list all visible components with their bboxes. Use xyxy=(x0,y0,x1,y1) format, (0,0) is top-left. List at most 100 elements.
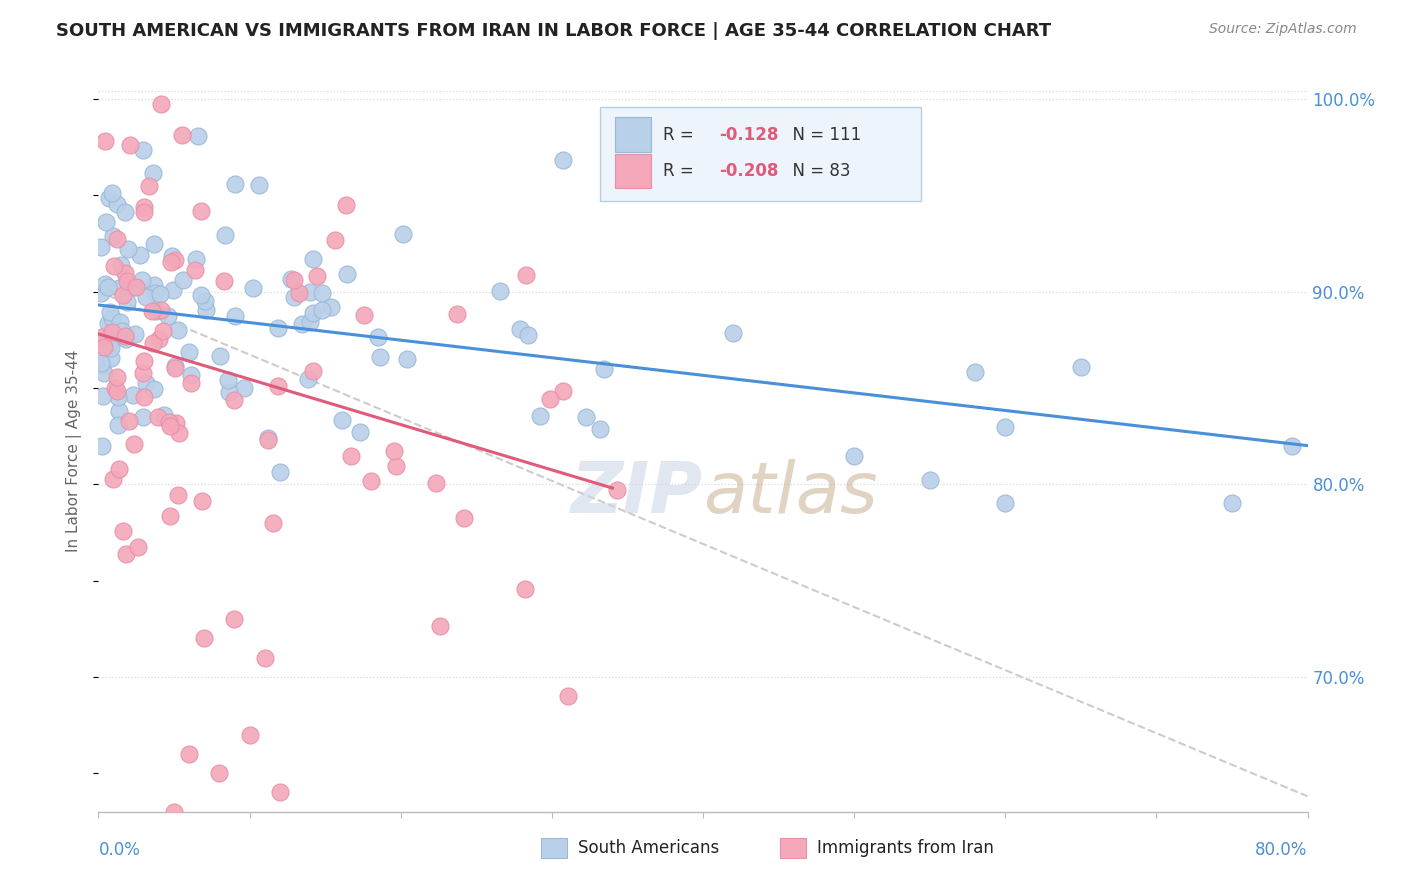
Point xyxy=(1281,439,1303,453)
Bar xyxy=(614,118,651,152)
Point xyxy=(132,366,155,380)
Point xyxy=(321,300,343,314)
Point xyxy=(90,356,112,370)
Point xyxy=(283,291,305,305)
Point xyxy=(360,474,382,488)
Point xyxy=(91,389,114,403)
Point xyxy=(429,619,451,633)
Point xyxy=(89,337,111,351)
Point xyxy=(392,227,415,241)
Point xyxy=(143,285,166,300)
Point xyxy=(167,323,190,337)
Point xyxy=(91,330,114,344)
Point xyxy=(100,351,122,365)
Point xyxy=(120,138,142,153)
Point xyxy=(218,384,240,399)
Point xyxy=(105,384,128,398)
Point xyxy=(208,766,231,780)
Point xyxy=(224,612,246,626)
Point xyxy=(150,302,173,317)
Point xyxy=(212,274,235,288)
Point xyxy=(98,305,121,319)
Point xyxy=(267,321,290,335)
Point xyxy=(302,363,325,377)
Point xyxy=(105,197,128,211)
Point xyxy=(382,444,405,458)
Point xyxy=(100,323,122,337)
Text: -0.128: -0.128 xyxy=(718,126,778,144)
Point xyxy=(131,273,153,287)
Point xyxy=(135,290,157,304)
Point xyxy=(538,392,561,406)
Point xyxy=(160,255,183,269)
Point xyxy=(152,324,174,338)
Point xyxy=(93,340,115,354)
Point xyxy=(575,409,598,424)
Point xyxy=(111,324,134,338)
Point xyxy=(114,266,136,280)
Text: South Americans: South Americans xyxy=(578,839,718,857)
Text: 0.0%: 0.0% xyxy=(98,840,141,859)
Point xyxy=(1070,359,1092,374)
Point xyxy=(180,368,202,382)
Point xyxy=(194,293,217,308)
Point xyxy=(103,259,125,273)
Point xyxy=(97,337,120,351)
Point xyxy=(141,304,163,318)
Point xyxy=(111,524,134,538)
Point xyxy=(149,286,172,301)
Point xyxy=(159,508,181,523)
Point xyxy=(965,365,987,379)
Point xyxy=(177,345,200,359)
Point xyxy=(425,475,447,490)
Point xyxy=(262,516,284,531)
Point xyxy=(104,381,127,395)
Text: SOUTH AMERICAN VS IMMIGRANTS FROM IRAN IN LABOR FORCE | AGE 35-44 CORRELATION CH: SOUTH AMERICAN VS IMMIGRANTS FROM IRAN I… xyxy=(56,22,1052,40)
Point xyxy=(283,272,305,286)
Point xyxy=(91,358,114,372)
Point xyxy=(280,272,302,286)
Point xyxy=(222,392,245,407)
Point xyxy=(93,366,115,380)
FancyBboxPatch shape xyxy=(600,107,921,202)
Point xyxy=(517,327,540,342)
Point xyxy=(239,728,262,742)
Point xyxy=(190,203,212,218)
Point xyxy=(132,410,155,425)
Point xyxy=(336,267,359,281)
Point xyxy=(100,325,122,339)
Point xyxy=(148,410,170,425)
Point xyxy=(367,329,389,343)
Point xyxy=(180,376,202,390)
Point xyxy=(135,376,157,390)
Point xyxy=(138,178,160,193)
Point xyxy=(299,285,322,299)
Point xyxy=(163,361,186,376)
Point xyxy=(110,315,132,329)
Point xyxy=(844,449,866,463)
Point xyxy=(101,228,124,243)
Point xyxy=(134,205,156,219)
Point xyxy=(349,425,371,439)
Point xyxy=(267,379,290,393)
Point xyxy=(242,281,264,295)
Point xyxy=(105,370,128,384)
Point xyxy=(529,409,551,423)
Point xyxy=(107,390,129,404)
Point xyxy=(118,413,141,427)
Point xyxy=(162,283,184,297)
Point xyxy=(115,294,138,309)
Point xyxy=(311,285,333,300)
Point xyxy=(257,431,280,445)
Point xyxy=(179,747,201,761)
Point xyxy=(148,332,170,346)
Point xyxy=(224,309,246,323)
Point xyxy=(108,281,131,295)
Point xyxy=(307,269,329,284)
Point xyxy=(142,278,165,293)
Point xyxy=(288,286,311,301)
Point xyxy=(170,128,193,143)
Point xyxy=(291,318,314,332)
Point xyxy=(97,191,120,205)
Point xyxy=(446,307,468,321)
